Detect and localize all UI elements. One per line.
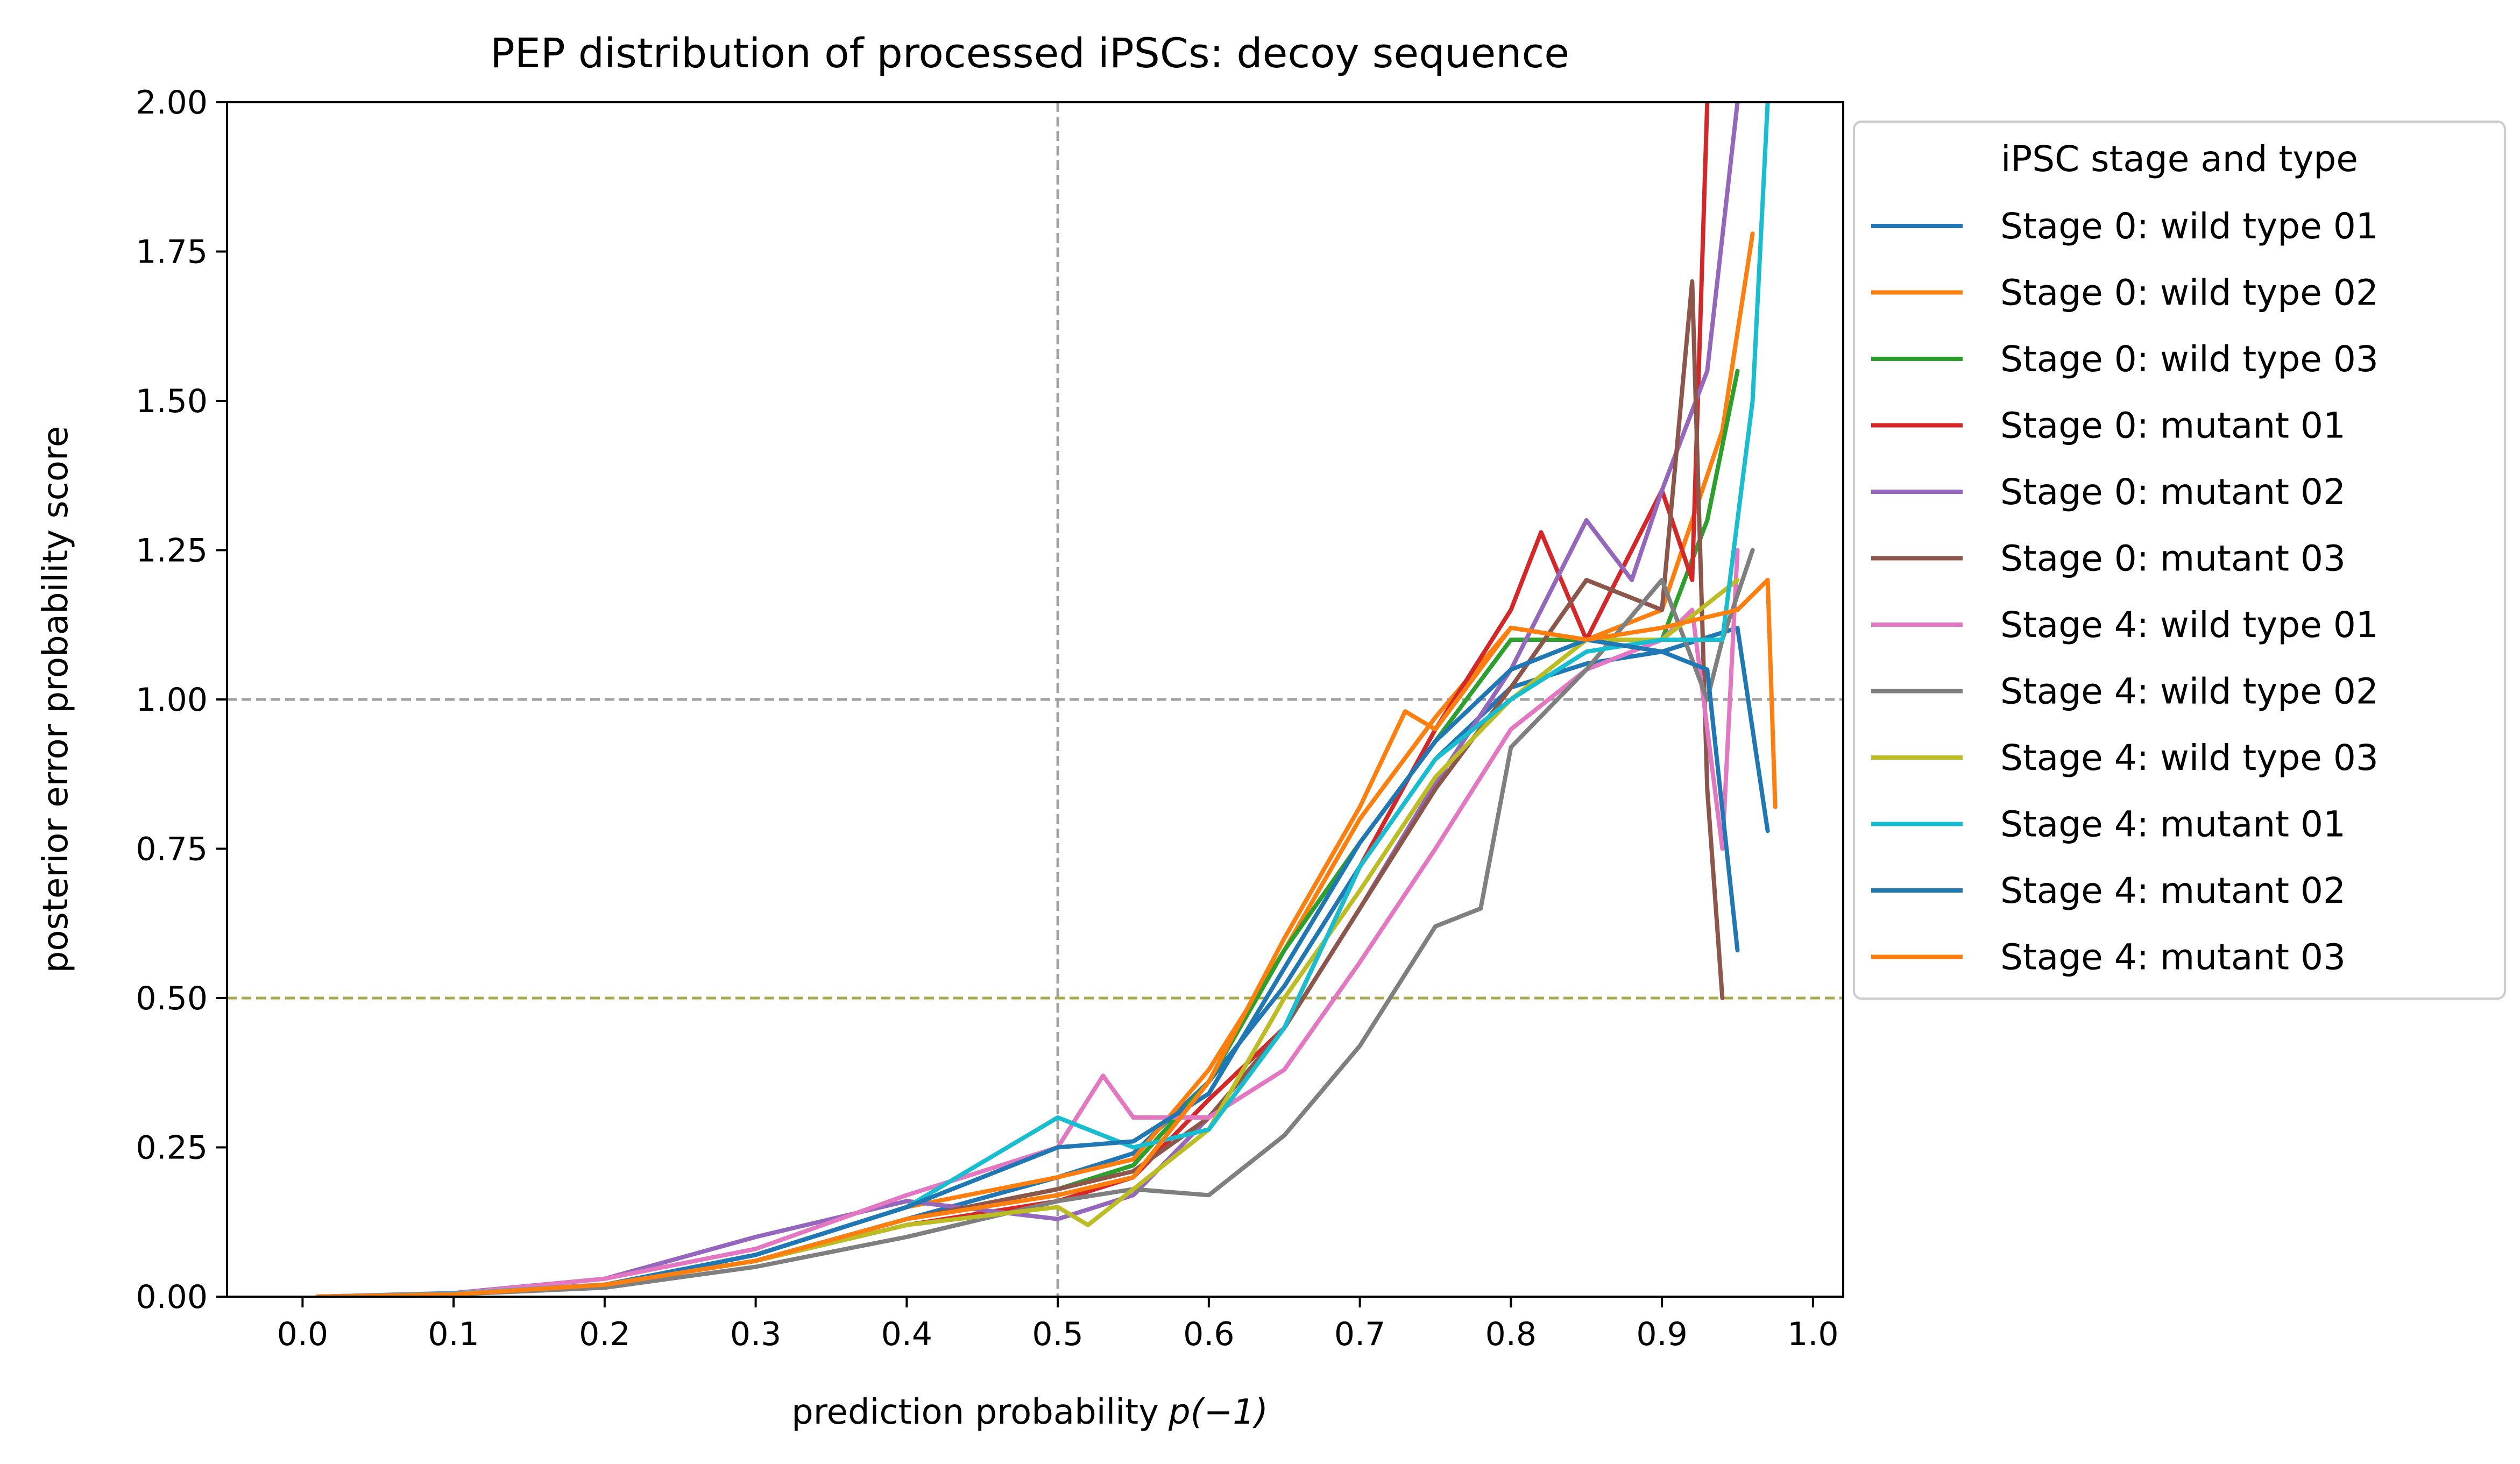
x-tick-label: 0.7	[1334, 1316, 1385, 1353]
legend-label: Stage 4: wild type 01	[2000, 604, 2379, 646]
reference-lines	[227, 102, 1843, 1297]
y-tick-label: 1.50	[136, 383, 208, 420]
y-tick-label: 0.25	[136, 1129, 208, 1167]
series-line-8	[315, 548, 1755, 1297]
legend-label: Stage 0: mutant 01	[2000, 405, 2346, 447]
legend-label: Stage 0: mutant 02	[2000, 471, 2346, 513]
y-axis: 0.00 0.25 0.50 0.75 1.00 1.25 1.50 1.75 2.00	[136, 84, 227, 1316]
series-line-11	[315, 638, 1740, 1297]
legend-items: Stage 0: wild type 01 Stage 0: wild type …	[1871, 206, 2379, 978]
legend-label: Stage 0: mutant 03	[2000, 538, 2346, 579]
y-tick-label: 0.00	[136, 1278, 208, 1316]
series-lines	[315, 102, 1778, 1297]
x-tick-label: 0.4	[881, 1316, 932, 1353]
x-tick-label: 0.3	[730, 1316, 781, 1353]
y-tick-label: 1.00	[136, 681, 208, 719]
y-tick-label: 1.75	[136, 234, 208, 271]
y-tick-label: 0.75	[136, 831, 208, 868]
x-axis: 0.0 0.1 0.2 0.3 0.4 0.5 0.6 0.7 0.8 0.9 1.0	[277, 1297, 1839, 1353]
legend-label: Stage 0: wild type 03	[2000, 338, 2379, 380]
x-tick-label: 0.1	[428, 1316, 479, 1353]
x-axis-label: prediction probability p(−1)	[791, 1392, 1268, 1432]
legend-label: Stage 4: wild type 02	[2000, 671, 2379, 712]
y-tick-label: 1.25	[136, 532, 208, 570]
y-tick-label: 2.00	[136, 84, 208, 122]
x-tick-label: 0.9	[1636, 1316, 1687, 1353]
y-tick-label: 0.50	[136, 980, 208, 1017]
legend-label: Stage 4: mutant 02	[2000, 870, 2346, 911]
series-line-12	[315, 578, 1778, 1297]
y-axis-label: posterior error probability score	[36, 426, 76, 973]
x-tick-label: 0.5	[1032, 1316, 1083, 1353]
legend-label: Stage 4: mutant 03	[2000, 937, 2346, 978]
legend-label: Stage 0: wild type 01	[2000, 206, 2379, 247]
legend-title: iPSC stage and type	[2001, 138, 2358, 180]
legend-frame	[1853, 121, 2506, 1000]
x-tick-label: 0.0	[277, 1316, 328, 1353]
x-axis-label-math: p(−1)	[1168, 1392, 1268, 1432]
legend-label: Stage 4: mutant 01	[2000, 804, 2346, 845]
legend-label: Stage 0: wild type 02	[2000, 272, 2379, 314]
x-axis-label-text: prediction probability	[791, 1392, 1159, 1432]
x-tick-label: 0.2	[579, 1316, 630, 1353]
x-tick-label: 0.6	[1183, 1316, 1234, 1353]
legend: iPSC stage and type Stage 0: wild type 0…	[1853, 121, 2506, 1000]
legend-label: Stage 4: wild type 03	[2000, 737, 2379, 779]
x-tick-label: 0.8	[1485, 1316, 1537, 1353]
chart-title: PEP distribution of processed iPSCs: dec…	[490, 29, 1569, 77]
x-tick-label: 1.0	[1787, 1316, 1838, 1353]
